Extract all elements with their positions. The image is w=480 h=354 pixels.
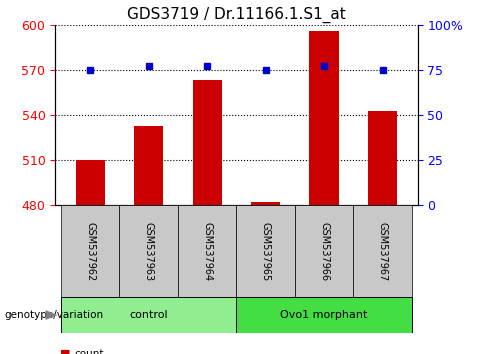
Bar <box>251 202 280 205</box>
Text: GSM537966: GSM537966 <box>319 222 329 281</box>
Text: count: count <box>74 349 104 354</box>
Bar <box>61 205 120 297</box>
Text: GSM537963: GSM537963 <box>144 222 154 281</box>
Bar <box>120 205 178 297</box>
Bar <box>134 126 163 205</box>
Bar <box>295 205 353 297</box>
Bar <box>61 297 237 333</box>
Text: control: control <box>130 310 168 320</box>
Bar <box>310 31 339 205</box>
Text: GSM537962: GSM537962 <box>85 222 95 281</box>
Bar <box>368 110 397 205</box>
Text: genotype/variation: genotype/variation <box>5 310 104 320</box>
Bar <box>76 160 105 205</box>
Text: GSM537965: GSM537965 <box>261 222 271 281</box>
Bar <box>237 205 295 297</box>
Text: Ovo1 morphant: Ovo1 morphant <box>280 310 368 320</box>
Title: GDS3719 / Dr.11166.1.S1_at: GDS3719 / Dr.11166.1.S1_at <box>127 7 346 23</box>
Text: GSM537964: GSM537964 <box>202 222 212 281</box>
Bar <box>353 205 412 297</box>
Text: GSM537967: GSM537967 <box>378 222 387 281</box>
Text: ■: ■ <box>60 349 71 354</box>
Bar <box>178 205 237 297</box>
Bar <box>237 297 412 333</box>
Bar <box>192 80 222 205</box>
